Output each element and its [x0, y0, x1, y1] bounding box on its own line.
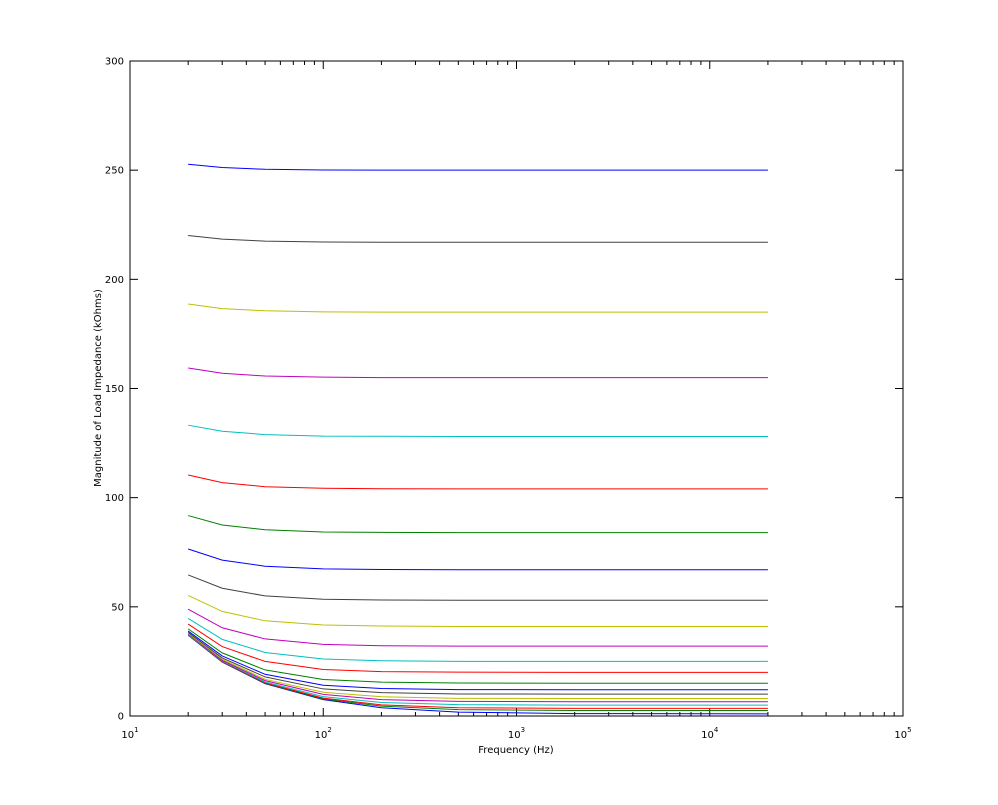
x-tick-label: 103 [508, 726, 525, 741]
y-tick-label: 100 [105, 493, 124, 504]
x-tick-exponent: 1 [134, 726, 138, 734]
y-tick-label: 250 [105, 166, 124, 177]
x-tick-label: 102 [315, 726, 332, 741]
plot-area [130, 61, 903, 716]
y-tick-label: 200 [105, 275, 124, 286]
series-line [187, 574, 768, 601]
series-line [187, 608, 768, 647]
x-tick-label: 105 [894, 726, 911, 741]
series-line [188, 424, 768, 438]
x-tick-base: 10 [701, 730, 714, 741]
x-tick-base: 10 [508, 730, 521, 741]
x-tick-base: 10 [315, 730, 328, 741]
series-line [187, 630, 768, 691]
x-tick-exponent: 2 [327, 726, 331, 734]
y-tick-label: 300 [105, 57, 124, 68]
x-tick-exponent: 4 [714, 726, 719, 734]
x-tick-base: 10 [894, 730, 907, 741]
x-axis-label: Frequency (Hz) [478, 745, 554, 756]
series-line [187, 595, 768, 627]
x-tick-exponent: 3 [521, 726, 525, 734]
series-line [188, 367, 768, 379]
y-axis-label: Magnitude of Load Impedance (kOhms) [93, 289, 104, 487]
series-line [188, 163, 768, 171]
series-line [188, 515, 768, 534]
x-tick-label: 101 [121, 726, 138, 741]
series-line [187, 632, 768, 700]
x-tick-exponent: 5 [907, 726, 911, 734]
series-line [188, 303, 768, 313]
series-line [187, 628, 768, 684]
series-line [187, 623, 768, 673]
series-line [188, 234, 768, 243]
series-line [187, 633, 768, 703]
series-line [188, 474, 768, 490]
series-line [188, 548, 768, 571]
y-tick-label: 50 [111, 602, 124, 613]
x-tick-base: 10 [121, 730, 134, 741]
series-line [187, 634, 768, 709]
series-line [187, 634, 768, 706]
series-line [187, 631, 768, 695]
y-tick-label: 150 [105, 384, 124, 395]
axes-box [129, 60, 904, 717]
y-tick-label: 0 [118, 712, 124, 723]
x-tick-label: 104 [701, 726, 719, 741]
series-line [187, 617, 768, 662]
